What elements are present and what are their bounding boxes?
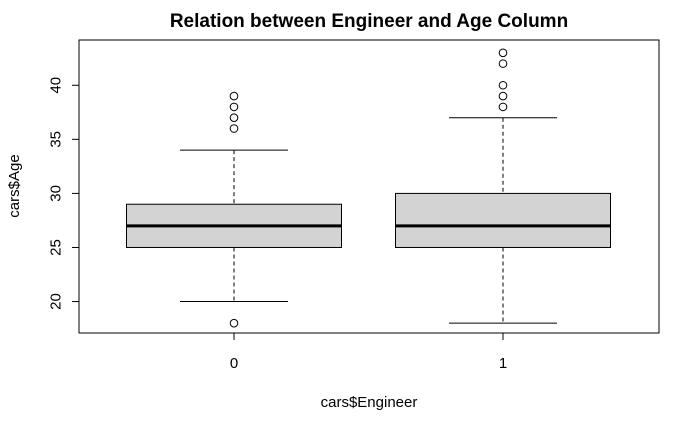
y-axis-label: cars$Age bbox=[6, 154, 23, 217]
y-tick-label: 35 bbox=[47, 131, 64, 148]
y-tick-label: 20 bbox=[47, 293, 64, 310]
outlier-point bbox=[229, 102, 239, 112]
outlier-point bbox=[498, 48, 508, 58]
box-group-1 bbox=[395, 48, 611, 324]
outlier-point bbox=[229, 124, 239, 133]
y-tick-label: 30 bbox=[47, 185, 64, 202]
box-group-0 bbox=[126, 91, 342, 328]
outlier-point bbox=[498, 80, 508, 90]
outlier-point bbox=[498, 91, 508, 101]
y-axis: 20 25 30 35 40 bbox=[47, 77, 80, 310]
plot-frame bbox=[78, 39, 660, 334]
x-tick-label: 0 bbox=[230, 355, 238, 372]
x-tick-label: 1 bbox=[499, 355, 507, 372]
x-axis-label: cars$Engineer bbox=[321, 394, 418, 411]
y-tick-label: 25 bbox=[47, 239, 64, 256]
outlier-point bbox=[229, 318, 239, 328]
outlier-point bbox=[229, 113, 239, 123]
outlier-point bbox=[498, 102, 508, 112]
chart-title: Relation between Engineer and Age Column bbox=[170, 11, 568, 32]
boxes-group bbox=[126, 48, 611, 328]
y-tick-label: 40 bbox=[47, 77, 64, 94]
outlier-point bbox=[498, 59, 508, 68]
outlier-point bbox=[229, 91, 239, 101]
iqr-box bbox=[395, 192, 611, 248]
